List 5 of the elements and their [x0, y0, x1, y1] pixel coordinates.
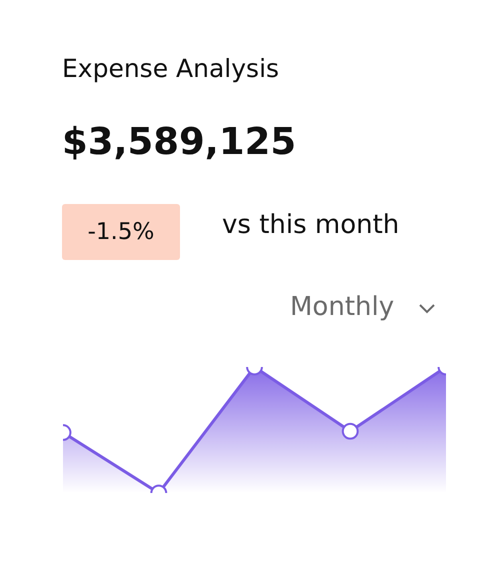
text: Monthly	[290, 292, 394, 322]
text: vs this month	[222, 210, 400, 240]
text: -1.5%	[62, 204, 180, 260]
chart-subtitle: $3,589,125	[62, 120, 296, 163]
chart-title: Expense Analysis	[62, 54, 280, 83]
